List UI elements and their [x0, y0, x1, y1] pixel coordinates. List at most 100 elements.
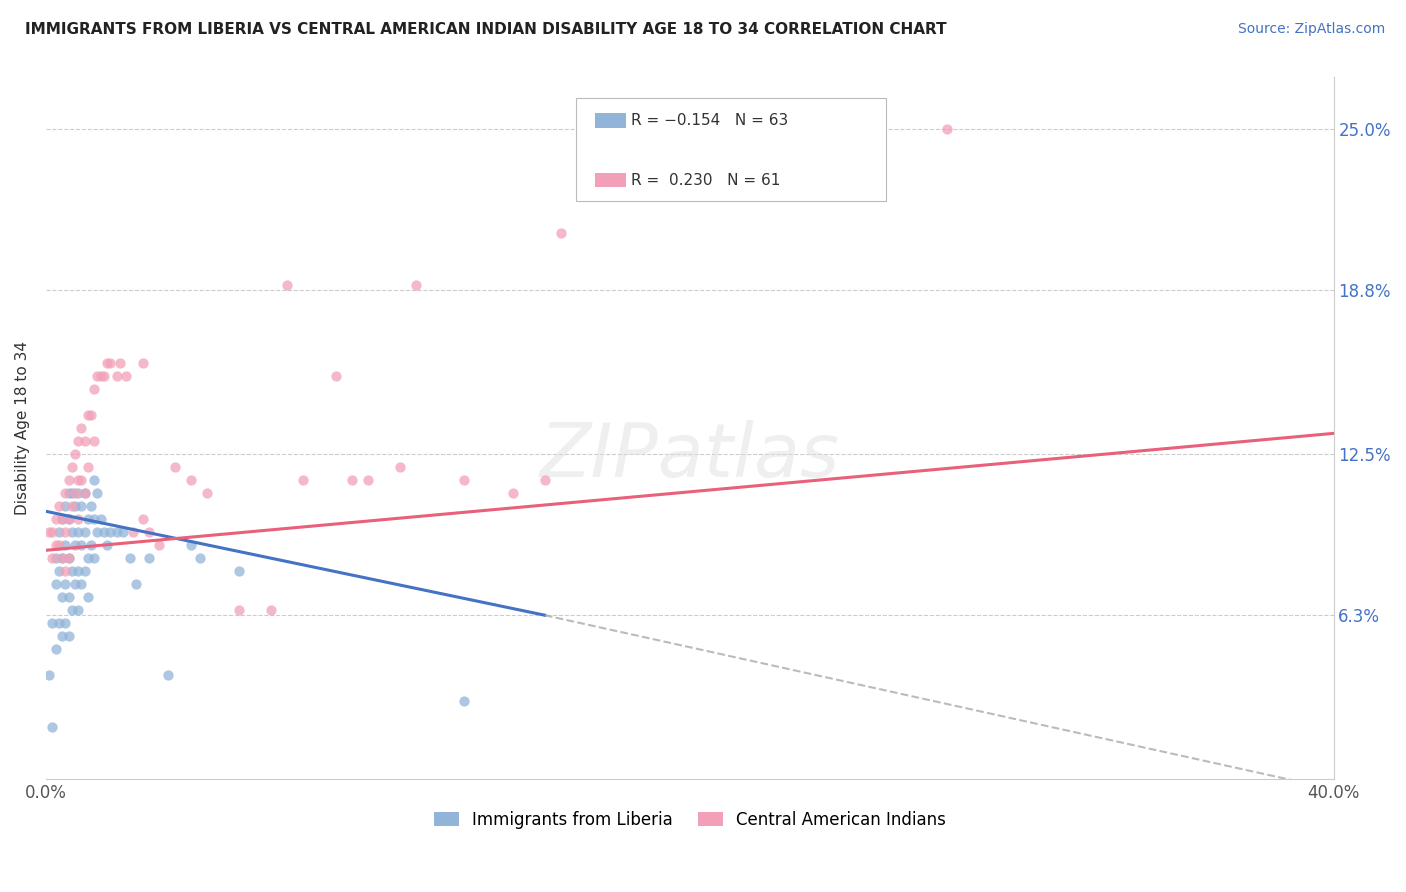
- Point: [45, 538, 67, 552]
- Text: IMMIGRANTS FROM LIBERIA VS CENTRAL AMERICAN INDIAN DISABILITY AGE 18 TO 34 CORRE: IMMIGRANTS FROM LIBERIA VS CENTRAL AMERI…: [25, 22, 946, 37]
- Point: [80, 538, 103, 552]
- Point: [51, 512, 73, 526]
- Point: [105, 525, 128, 540]
- Point: [502, 486, 524, 500]
- Point: [534, 473, 557, 487]
- Point: [86, 486, 108, 500]
- Point: [148, 538, 170, 552]
- Point: [58, 486, 80, 500]
- Point: [76, 551, 98, 566]
- Point: [41, 551, 63, 566]
- Point: [70, 499, 93, 513]
- Point: [125, 577, 148, 591]
- Point: [53, 538, 76, 552]
- Legend: Immigrants from Liberia, Central American Indians: Immigrants from Liberia, Central America…: [429, 805, 950, 834]
- Text: Source: ZipAtlas.com: Source: ZipAtlas.com: [1237, 22, 1385, 37]
- Point: [51, 590, 73, 604]
- Point: [51, 629, 73, 643]
- Point: [195, 486, 218, 500]
- Point: [58, 512, 80, 526]
- Point: [70, 538, 93, 552]
- Point: [58, 590, 80, 604]
- Point: [105, 369, 128, 384]
- Point: [292, 473, 315, 487]
- Point: [76, 512, 98, 526]
- Point: [48, 564, 70, 578]
- Point: [45, 642, 67, 657]
- Point: [41, 525, 63, 540]
- Point: [80, 499, 103, 513]
- Point: [58, 473, 80, 487]
- Point: [67, 486, 90, 500]
- Point: [51, 551, 73, 566]
- Point: [53, 615, 76, 630]
- Point: [73, 525, 96, 540]
- Point: [63, 486, 86, 500]
- Point: [83, 551, 105, 566]
- Point: [45, 551, 67, 566]
- Point: [63, 577, 86, 591]
- Point: [98, 356, 121, 370]
- Point: [60, 525, 83, 540]
- Point: [38, 525, 60, 540]
- Point: [83, 382, 105, 396]
- Point: [53, 564, 76, 578]
- Point: [58, 629, 80, 643]
- Point: [157, 668, 180, 682]
- Point: [73, 486, 96, 500]
- Point: [131, 356, 153, 370]
- Point: [98, 525, 121, 540]
- Text: R = −0.154   N = 63: R = −0.154 N = 63: [631, 113, 789, 128]
- Point: [96, 538, 118, 552]
- Point: [51, 512, 73, 526]
- Point: [48, 525, 70, 540]
- Point: [48, 499, 70, 513]
- Point: [325, 369, 347, 384]
- Point: [67, 473, 90, 487]
- Point: [357, 473, 380, 487]
- Point: [453, 694, 475, 708]
- Point: [53, 499, 76, 513]
- Text: ZIPatlas: ZIPatlas: [540, 420, 839, 492]
- Point: [58, 512, 80, 526]
- Point: [58, 551, 80, 566]
- Point: [53, 486, 76, 500]
- Point: [93, 525, 115, 540]
- Point: [60, 499, 83, 513]
- Point: [108, 356, 131, 370]
- Point: [45, 577, 67, 591]
- Point: [67, 512, 90, 526]
- Point: [131, 512, 153, 526]
- Point: [73, 564, 96, 578]
- Point: [180, 538, 202, 552]
- Point: [70, 577, 93, 591]
- Point: [48, 538, 70, 552]
- Point: [67, 603, 90, 617]
- Point: [60, 603, 83, 617]
- Point: [41, 720, 63, 734]
- Point: [112, 525, 135, 540]
- Point: [76, 590, 98, 604]
- Point: [60, 460, 83, 475]
- Point: [63, 538, 86, 552]
- Point: [936, 122, 959, 136]
- Point: [389, 460, 412, 475]
- Point: [67, 525, 90, 540]
- Point: [190, 551, 212, 566]
- Point: [67, 434, 90, 449]
- Point: [276, 278, 298, 293]
- Point: [180, 473, 202, 487]
- Point: [115, 369, 138, 384]
- Point: [138, 525, 160, 540]
- Point: [60, 564, 83, 578]
- Point: [80, 408, 103, 422]
- Point: [163, 460, 186, 475]
- Point: [122, 525, 145, 540]
- Point: [83, 434, 105, 449]
- Point: [86, 525, 108, 540]
- Point: [228, 564, 250, 578]
- Point: [63, 499, 86, 513]
- Point: [83, 473, 105, 487]
- Point: [73, 486, 96, 500]
- Point: [90, 512, 112, 526]
